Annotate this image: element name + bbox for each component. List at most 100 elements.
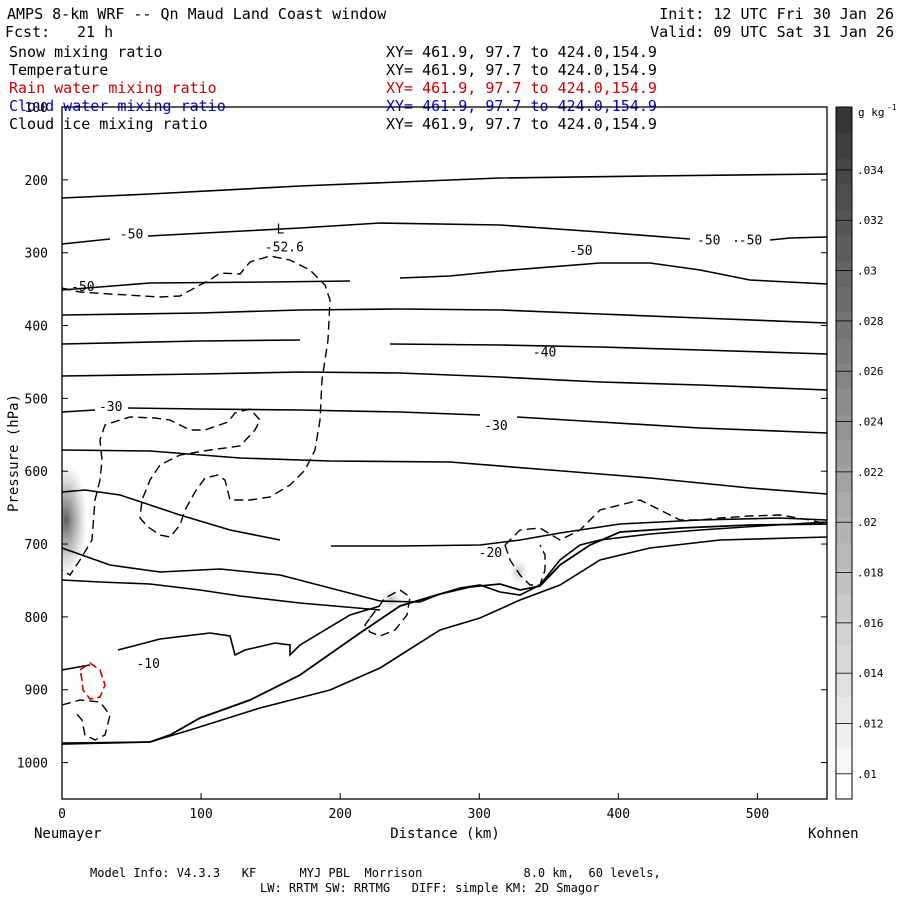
isotherm-label: -50 xyxy=(697,233,720,248)
valid-time: Valid: 09 UTC Sat 31 Jan 26 xyxy=(650,23,894,41)
right-endpoint-label: Kohnen xyxy=(808,826,859,842)
colorbar-swatch xyxy=(836,542,852,569)
colorbar-tick-label: .03 xyxy=(857,265,877,278)
colorbar-tick-label: .024 xyxy=(857,416,884,429)
snow-contour xyxy=(62,699,111,741)
isotherm-line xyxy=(62,173,827,199)
colorbar-swatch xyxy=(836,414,852,441)
colorbar-swatch xyxy=(836,337,852,364)
field-name: Cloud water mixing ratio xyxy=(9,97,226,115)
colorbar-swatch xyxy=(836,209,852,236)
snow-contour xyxy=(504,499,827,546)
colorbar-swatch xyxy=(836,670,852,697)
field-xy-range: XY= 461.9, 97.7 to 424.0,154.9 xyxy=(386,115,657,133)
isotherm-label: -20 xyxy=(479,546,502,561)
field-name: Snow mixing ratio xyxy=(9,43,163,61)
isotherm-labels: -50 -50 -50 -50 -50 -40 -30 -30 -20 -10 xyxy=(71,227,762,672)
x-axis-label: Distance (km) xyxy=(390,826,500,842)
colorbar-swatch xyxy=(836,491,852,518)
terrain-line xyxy=(62,523,827,745)
snow-shading-patch xyxy=(379,588,403,612)
y-tick-label: 200 xyxy=(25,174,48,189)
plot-contents xyxy=(62,173,827,745)
field-name: Cloud ice mixing ratio xyxy=(9,115,208,133)
model-info-line2: LW: RRTM SW: RRTMG DIFF: simple KM: 2D S… xyxy=(260,881,600,895)
isotherm-line xyxy=(62,605,381,671)
isotherm-line xyxy=(62,489,827,547)
low-pressure-marker: L -52.6 xyxy=(265,222,304,255)
init-time: Init: 12 UTC Fri 30 Jan 26 xyxy=(659,5,894,23)
colorbar-tick-label: .02 xyxy=(857,516,877,529)
colorbar-swatch xyxy=(836,235,852,262)
colorbar-swatch xyxy=(836,645,852,672)
x-tick-label: 200 xyxy=(328,807,351,822)
isotherm-label: -50 xyxy=(71,280,94,295)
y-tick-label: 1000 xyxy=(17,757,48,772)
x-axis: 0 100 200 300 400 500 xyxy=(58,793,769,822)
chart-title: AMPS 8-km WRF -- Qn Maud Land Coast wind… xyxy=(7,5,387,23)
snow-contours xyxy=(62,255,827,741)
model-info-line1: Model Info: V4.3.3 KF MYJ PBL Morrison 8… xyxy=(90,866,661,880)
isotherm-line xyxy=(62,536,827,744)
field-xy-range: XY= 461.9, 97.7 to 424.0,154.9 xyxy=(386,79,657,97)
forecast-label: Fcst: xyxy=(5,23,51,41)
field-name: Rain water mixing ratio xyxy=(9,79,217,97)
colorbar-swatch xyxy=(836,260,852,287)
colorbar-tick-label: .028 xyxy=(857,315,884,328)
isotherm-label: -50 xyxy=(739,233,762,248)
colorbar-swatch xyxy=(836,517,852,544)
colorbar-swatch xyxy=(836,183,852,211)
forecast-value: 21 h xyxy=(77,23,114,41)
colorbar-tick-label: .016 xyxy=(857,617,884,630)
isotherm-line xyxy=(62,308,827,324)
x-tick-label: 0 xyxy=(58,807,66,822)
colorbar-frame xyxy=(835,106,853,800)
y-tick-label: 400 xyxy=(25,320,48,335)
isotherm-line xyxy=(62,222,827,245)
y-tick-label: 600 xyxy=(25,465,48,480)
snow-contour xyxy=(62,255,331,576)
colorbar-unit: g kg xyxy=(858,106,885,119)
y-tick-label: 900 xyxy=(25,684,48,699)
colorbar-tick-label: .014 xyxy=(857,667,884,680)
colorbar-swatch xyxy=(836,619,852,646)
snow-contour xyxy=(364,589,411,637)
colorbar-swatch xyxy=(836,773,852,800)
left-endpoint-label: Neumayer xyxy=(34,826,101,842)
isotherm-line xyxy=(62,579,381,611)
colorbar-swatch xyxy=(836,312,852,339)
isotherm-label: -50 xyxy=(569,244,592,259)
isotherm-lines xyxy=(62,173,827,744)
plot-frame xyxy=(61,106,828,800)
isotherm-line xyxy=(62,371,827,391)
colorbar-tick-label: .026 xyxy=(857,365,884,378)
snow-shading-max xyxy=(62,462,88,578)
colorbar-swatch xyxy=(836,286,852,313)
x-tick-label: 100 xyxy=(189,807,212,822)
x-tick-label: 300 xyxy=(468,807,491,822)
isotherm-label: -30 xyxy=(484,419,507,434)
low-letter: L xyxy=(276,222,284,237)
field-name: Temperature xyxy=(9,61,109,79)
isotherm-line xyxy=(62,339,827,355)
colorbar-unit-exponent: -1 xyxy=(887,103,897,112)
isotherm-label: -40 xyxy=(533,345,556,360)
y-tick-label: 100 xyxy=(25,101,48,116)
isotherm-line xyxy=(62,521,827,603)
colorbar-swatch xyxy=(836,158,852,185)
colorbar-tick-label: .034 xyxy=(857,164,884,177)
colorbar-swatch xyxy=(836,132,852,159)
colorbar-tick-label: .018 xyxy=(857,567,884,580)
isotherm-line xyxy=(62,407,827,434)
colorbar-swatch xyxy=(836,363,852,390)
colorbar-swatch xyxy=(836,696,852,723)
colorbar-swatch xyxy=(836,440,852,467)
colorbar: .034 .032 .03 .028 .026 .024 .022 .02 .018 .016 .0… xyxy=(835,103,897,800)
isotherm-label: -50 xyxy=(120,227,143,242)
low-value: -52.6 xyxy=(265,240,304,255)
y-tick-label: 800 xyxy=(25,611,48,626)
colorbar-tick-label: .01 xyxy=(857,768,877,781)
y-tick-label: 500 xyxy=(25,392,48,407)
colorbar-swatch xyxy=(836,107,852,134)
